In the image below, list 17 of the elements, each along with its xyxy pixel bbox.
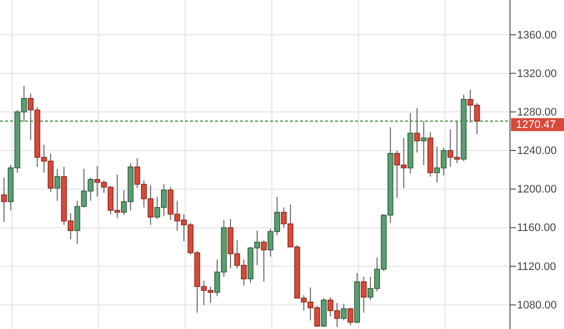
candlestick (414, 108, 420, 153)
y-tick-label: 1120.00 (517, 260, 556, 273)
candlestick (340, 303, 347, 321)
candlestick (54, 168, 60, 202)
y-tick-label: 1160.00 (517, 222, 556, 234)
candlestick (360, 276, 367, 314)
y-tick-label: 1080.00 (517, 299, 557, 312)
y-tick-label: 1360.00 (517, 29, 557, 42)
candlestick (348, 307, 354, 326)
candlestick (260, 240, 267, 282)
candlestick (1, 177, 7, 222)
candlestick (420, 121, 427, 166)
y-tick-label: 1240.00 (517, 145, 557, 158)
y-tick-label: 1200.00 (517, 184, 557, 196)
ref-line-label: 1270.47 (516, 119, 556, 132)
y-tick-label: 1320.00 (517, 68, 557, 80)
y-tick-label: 1280.00 (517, 106, 557, 118)
